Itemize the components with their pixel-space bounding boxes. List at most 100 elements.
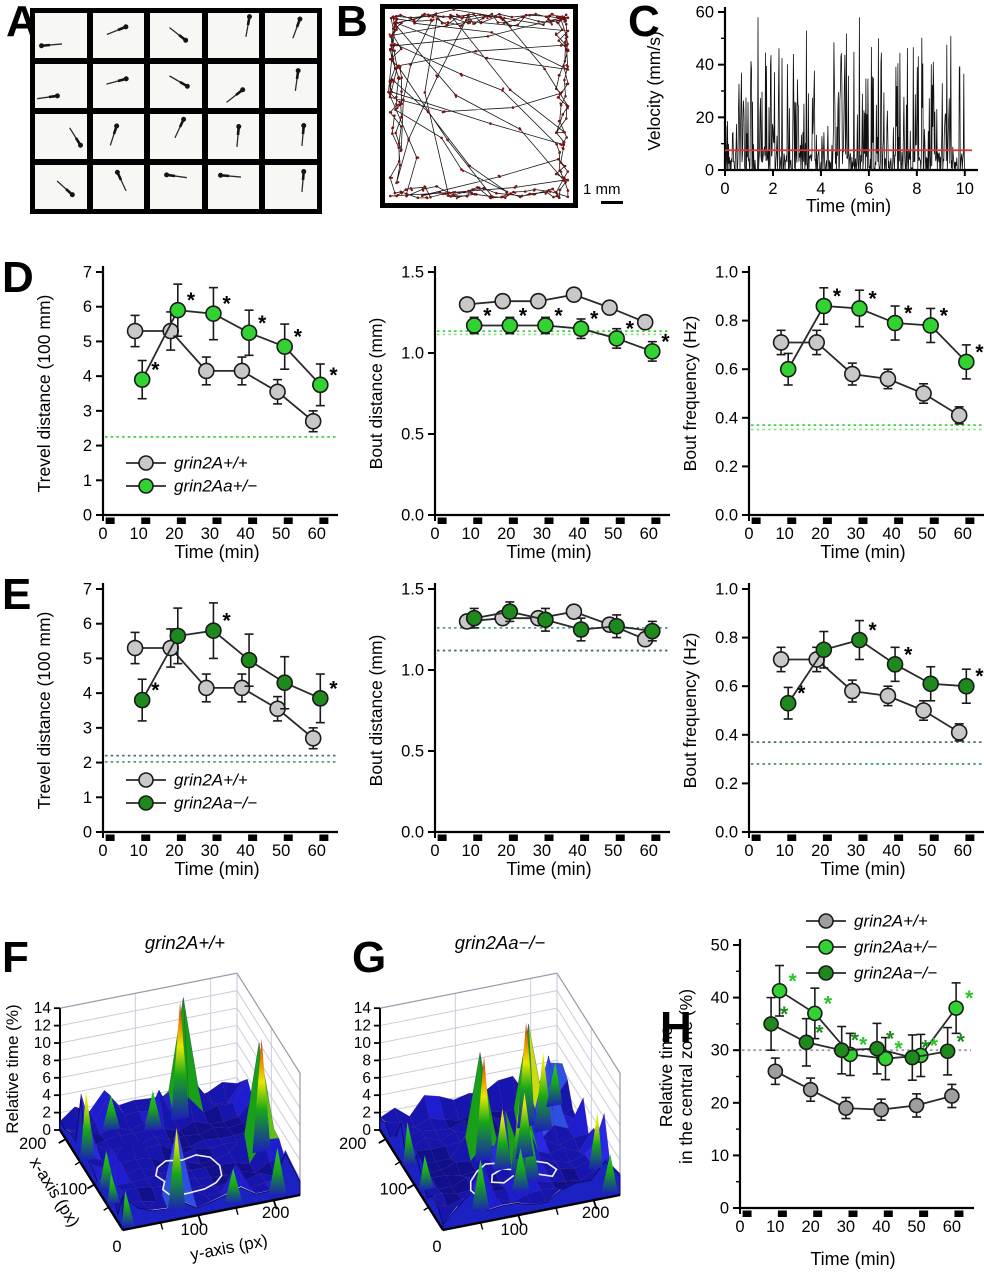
- panel-e-travel-distance-chart: 0 1 2 3 4 5 6 7 0 10 20 30 40 50 60 * * * grin2A+/+ grin2Aa…: [34, 581, 338, 879]
- svg-text:*: *: [590, 308, 599, 331]
- larva-well: [265, 114, 317, 159]
- svg-text:Time (min): Time (min): [806, 196, 891, 216]
- larva-icon: [109, 123, 120, 146]
- larva-icon: [235, 124, 241, 148]
- svg-text:30: 30: [711, 1042, 729, 1060]
- svg-text:5: 5: [83, 650, 92, 668]
- svg-text:0: 0: [42, 1122, 51, 1139]
- svg-text:*: *: [859, 1033, 868, 1056]
- svg-text:30: 30: [837, 1218, 855, 1236]
- svg-text:0: 0: [98, 842, 107, 860]
- svg-text:*: *: [851, 1029, 860, 1052]
- svg-text:14: 14: [34, 1000, 52, 1017]
- svg-text:10: 10: [775, 525, 793, 543]
- svg-text:0: 0: [705, 162, 714, 180]
- larva-icon: [218, 172, 242, 178]
- svg-text:6: 6: [83, 615, 92, 633]
- svg-text:Relative time: Relative time: [656, 1026, 676, 1127]
- svg-text:0: 0: [432, 1238, 441, 1256]
- svg-text:100: 100: [501, 1221, 529, 1239]
- svg-text:4: 4: [83, 368, 92, 386]
- svg-text:0: 0: [430, 525, 439, 543]
- svg-text:Bout distance (mm): Bout distance (mm): [366, 635, 386, 787]
- svg-text:0: 0: [720, 180, 729, 198]
- svg-text:Time (min): Time (min): [174, 859, 259, 879]
- svg-text:0.2: 0.2: [715, 458, 738, 476]
- larva-icon: [174, 117, 187, 139]
- larva-well: [35, 63, 87, 108]
- larva-icon: [39, 43, 63, 49]
- svg-text:60: 60: [696, 4, 714, 22]
- svg-text:2: 2: [83, 754, 92, 772]
- svg-text:30: 30: [201, 525, 219, 543]
- svg-text:6: 6: [42, 1070, 51, 1087]
- svg-text:0: 0: [83, 824, 92, 842]
- panel-e-bout-distance-chart: 0.0 0.5 1.0 1.5 0 10 20 30 40 50 60 Bout distance (…: [366, 581, 670, 879]
- svg-text:12: 12: [34, 1018, 51, 1035]
- svg-text:Time (min): Time (min): [506, 859, 591, 879]
- svg-text:7: 7: [83, 264, 92, 282]
- larva-icon: [295, 68, 302, 92]
- svg-text:50: 50: [918, 525, 936, 543]
- larva-well: [265, 13, 317, 58]
- svg-text:4: 4: [83, 685, 92, 703]
- svg-text:4: 4: [816, 180, 825, 198]
- larva-icon: [56, 180, 75, 198]
- svg-text:grin2A+/+: grin2A+/+: [145, 932, 225, 953]
- svg-text:*: *: [975, 341, 984, 364]
- svg-text:*: *: [222, 293, 231, 316]
- svg-text:*: *: [894, 1038, 903, 1061]
- svg-text:20: 20: [811, 525, 829, 543]
- svg-text:0.6: 0.6: [715, 361, 738, 379]
- svg-text:grin2Aa−/−: grin2Aa−/−: [174, 794, 257, 813]
- svg-text:60: 60: [308, 842, 326, 860]
- svg-text:*: *: [151, 359, 160, 382]
- panel-e-bout-frequency-chart: 0.0 0.2 0.4 0.6 0.8 1.0 0 10 20 30 40 50 60 * * * * Bout …: [680, 581, 984, 879]
- svg-text:1.5: 1.5: [401, 264, 424, 282]
- panel-g-label: G: [352, 933, 387, 982]
- svg-text:1: 1: [83, 789, 92, 807]
- svg-text:*: *: [329, 677, 338, 700]
- larva-well: [92, 63, 145, 108]
- larva-well: [35, 114, 87, 159]
- larva-well: [207, 63, 260, 108]
- larva-icon: [37, 93, 61, 100]
- svg-text:60: 60: [308, 525, 326, 543]
- svg-text:Trevel distance (100 mm): Trevel distance (100 mm): [34, 612, 54, 810]
- larva-well: [92, 114, 145, 159]
- larva-icon: [164, 171, 187, 178]
- svg-text:10: 10: [129, 525, 147, 543]
- panel-d-travel-distance-chart: 0 1 2 3 4 5 6 7 0 10 20 30 40 50 60 * * * * * * grin2A+/+ grin…: [34, 264, 338, 562]
- svg-text:0.0: 0.0: [401, 824, 424, 842]
- svg-text:grin2Aa+/−: grin2Aa+/−: [854, 938, 937, 957]
- larva-well: [150, 114, 202, 159]
- larva-well: [35, 13, 87, 58]
- svg-text:*: *: [824, 992, 833, 1015]
- svg-text:3: 3: [83, 402, 92, 420]
- svg-text:*: *: [294, 326, 303, 349]
- svg-text:Bout frequency (Hz): Bout frequency (Hz): [680, 633, 700, 789]
- svg-text:100: 100: [380, 1181, 408, 1199]
- svg-text:20: 20: [696, 109, 714, 127]
- svg-text:200: 200: [339, 1135, 367, 1153]
- svg-text:60: 60: [640, 842, 658, 860]
- larva-icon: [107, 24, 129, 36]
- svg-text:20: 20: [711, 1094, 729, 1112]
- svg-text:Relative time (%): Relative time (%): [3, 1004, 22, 1133]
- svg-text:*: *: [975, 665, 984, 688]
- svg-text:2: 2: [362, 1105, 371, 1122]
- svg-text:50: 50: [604, 525, 622, 543]
- svg-text:*: *: [519, 304, 528, 327]
- svg-text:10: 10: [129, 842, 147, 860]
- panel-d-label: D: [2, 253, 34, 302]
- panel-e-label: E: [2, 570, 32, 619]
- larva-icon: [226, 86, 246, 103]
- svg-text:10: 10: [956, 180, 974, 198]
- svg-text:10: 10: [34, 1035, 52, 1052]
- svg-text:100: 100: [60, 1181, 88, 1199]
- scale-bar: [601, 201, 623, 204]
- svg-text:*: *: [329, 364, 338, 387]
- svg-text:*: *: [258, 312, 267, 335]
- svg-text:0: 0: [98, 525, 107, 543]
